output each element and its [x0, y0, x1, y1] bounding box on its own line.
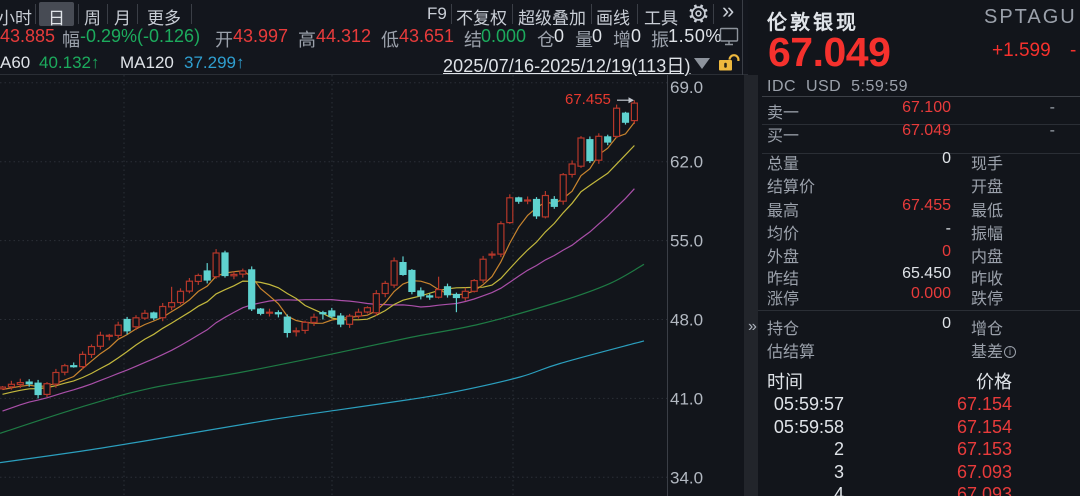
svg-text:34.0: 34.0 — [670, 468, 703, 487]
svg-text:69.0: 69.0 — [670, 78, 703, 97]
svg-text:62.0: 62.0 — [670, 153, 703, 172]
svg-text:48.0: 48.0 — [670, 311, 703, 330]
svg-text:67.455: 67.455 — [565, 91, 611, 108]
svg-text:55.0: 55.0 — [670, 232, 703, 251]
svg-text:41.0: 41.0 — [670, 389, 703, 408]
